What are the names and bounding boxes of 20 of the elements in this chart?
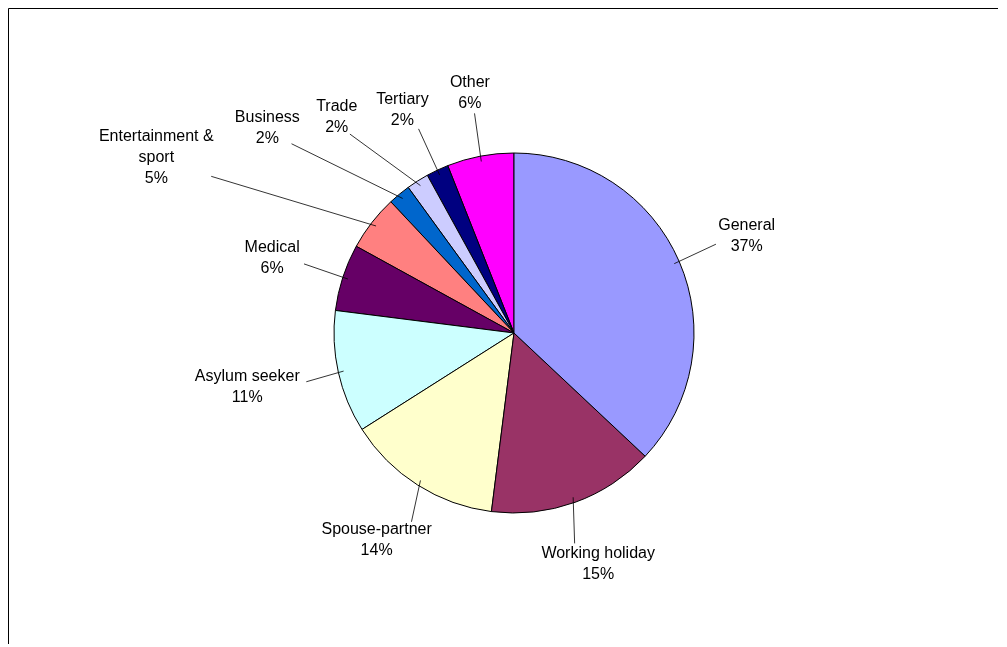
data-label: 6% (260, 258, 284, 276)
data-label: 15% (582, 564, 615, 582)
slice-label: Tertiary (376, 90, 429, 108)
slice-label: Spouse-partner (321, 520, 433, 538)
data-label: 6% (458, 94, 482, 112)
data-label: 2% (390, 111, 414, 129)
slice-label: Entertainment & sport (98, 127, 214, 166)
slice-label: Trade (316, 96, 358, 114)
data-label: 5% (144, 169, 168, 187)
slice-label: Other (449, 73, 491, 91)
data-label: 14% (360, 541, 393, 559)
slice-label: Asylum seeker (194, 366, 301, 384)
slice-label: Medical (244, 237, 300, 255)
data-label: 2% (325, 117, 349, 135)
data-label: 37% (730, 237, 763, 255)
slice-label: Business (234, 108, 300, 126)
data-label: 11% (231, 387, 263, 405)
slice-label: General (718, 216, 776, 234)
data-label: 2% (255, 129, 279, 147)
slice-label: Working holiday (541, 543, 655, 561)
